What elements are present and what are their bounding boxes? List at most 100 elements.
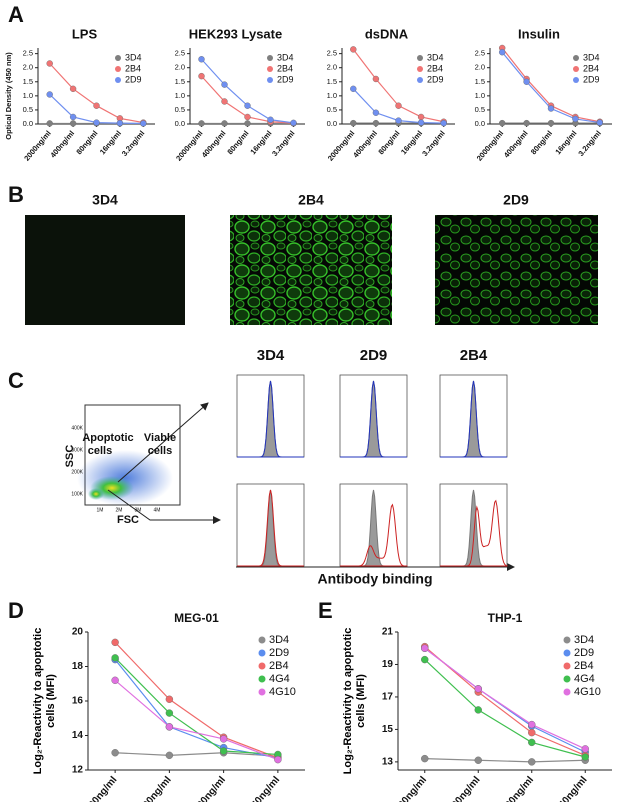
- histogram: [237, 380, 304, 458]
- panel-letter: E: [318, 598, 333, 623]
- data-point: [547, 119, 555, 127]
- legend-label: 2D9: [269, 647, 289, 659]
- legend-label: 4G10: [574, 686, 601, 698]
- series-line: [115, 752, 278, 757]
- data-point: [244, 102, 251, 109]
- y-tick-label: 2.0: [327, 63, 337, 72]
- data-point: [111, 654, 119, 662]
- annotation: cells: [148, 445, 172, 457]
- series-line: [114, 679, 279, 761]
- y-tick-label: 12: [72, 765, 84, 776]
- y-tick-label: 20: [72, 627, 84, 638]
- legend-marker: [267, 66, 273, 72]
- data-point: [440, 119, 447, 127]
- y-tick-label: 0.5: [475, 105, 485, 114]
- data-point: [523, 119, 530, 127]
- data-point: [69, 120, 77, 127]
- x-tick-label: 200ng/ml: [192, 774, 228, 802]
- panel-letter: D: [8, 598, 24, 623]
- legend-marker: [258, 662, 266, 670]
- data-point: [198, 72, 205, 80]
- data-point: [547, 105, 555, 112]
- series-line: [424, 758, 586, 763]
- panel-letter: C: [8, 368, 24, 393]
- x-tick-label: 200ng/ml: [500, 774, 536, 802]
- data-point: [350, 85, 357, 93]
- y-tick-label: 2.0: [475, 63, 485, 72]
- data-point: [372, 119, 380, 127]
- legend-marker: [417, 55, 423, 61]
- data-point: [596, 119, 603, 126]
- data-point: [350, 46, 357, 53]
- data-point: [572, 115, 579, 123]
- data-point: [417, 119, 425, 126]
- data-point: [499, 119, 506, 127]
- x-tick-label: 2000ng/ml: [22, 129, 52, 163]
- x-tick-label: 3.2ng/ml: [270, 129, 296, 158]
- data-point: [244, 113, 251, 121]
- data-point: [219, 735, 228, 743]
- annotation: Apoptotic: [82, 432, 133, 444]
- y-tick-label: 17: [382, 692, 394, 703]
- data-point: [111, 749, 119, 757]
- y-tick-label: 100K: [71, 491, 83, 497]
- legend-marker: [573, 77, 579, 83]
- image-label: 2B4: [298, 192, 324, 208]
- data-point: [221, 98, 228, 105]
- data-point: [69, 85, 77, 93]
- y-tick-label: 1.5: [327, 77, 337, 86]
- x-tick-label: 1000ng/ml: [443, 774, 483, 802]
- legend-marker: [267, 55, 273, 61]
- data-point: [421, 644, 429, 652]
- x-tick-label: 5000ng/ml: [389, 774, 429, 802]
- y-tick-label: 1.0: [327, 91, 337, 100]
- y-tick-label: 19: [382, 659, 394, 670]
- data-point: [581, 745, 589, 753]
- data-point: [395, 102, 402, 109]
- micrograph: [435, 215, 598, 325]
- data-point: [198, 120, 205, 127]
- y-tick-label: 1.0: [175, 91, 185, 100]
- data-point: [221, 120, 228, 127]
- data-point: [267, 116, 274, 123]
- y-axis-title: Log₂-Reactivity to apoptotic cells (MFI): [342, 627, 367, 775]
- series-line: [424, 646, 586, 756]
- y-axis-title: Optical Density (450 nm): [4, 52, 13, 140]
- series-line: [114, 641, 279, 759]
- annotation: Viable: [144, 432, 176, 444]
- x-tick-label: 400ng/ml: [351, 129, 379, 160]
- histogram: [237, 489, 304, 567]
- x-tick-label: 4M: [154, 507, 161, 513]
- y-tick-label: 0.5: [23, 105, 33, 114]
- series-line: [49, 94, 144, 125]
- micrograph: [230, 215, 392, 325]
- y-axis-title: Log₂-Reactivity to apoptotic cells (MFI): [32, 627, 57, 775]
- data-point: [165, 695, 174, 703]
- legend-marker: [258, 636, 266, 644]
- data-point: [140, 120, 147, 127]
- data-point: [350, 119, 357, 127]
- legend-marker: [573, 55, 579, 61]
- data-point: [69, 113, 77, 121]
- legend-label: 3D4: [277, 52, 294, 62]
- y-tick-label: 1.0: [23, 91, 33, 100]
- series-line: [114, 659, 278, 759]
- y-tick-label: 300K: [71, 447, 83, 453]
- legend-label: 4G10: [269, 686, 296, 698]
- data-point: [165, 723, 174, 731]
- data-point: [528, 738, 536, 747]
- data-point: [528, 720, 536, 729]
- data-point: [93, 119, 100, 126]
- x-tick-label: 1000ng/ml: [134, 774, 174, 802]
- x-axis-title: FSC: [117, 514, 139, 526]
- x-tick-label: 2000ng/ml: [174, 129, 204, 163]
- x-tick-label: 400ng/ml: [502, 129, 530, 160]
- y-tick-label: 200K: [71, 469, 83, 475]
- legend-label: 2D9: [125, 74, 142, 84]
- y-tick-label: 14: [72, 730, 84, 741]
- chart-title: Insulin: [518, 26, 560, 41]
- x-tick-label: 80ng/ml: [529, 129, 554, 156]
- y-tick-label: 2.5: [327, 49, 337, 58]
- legend-marker: [417, 66, 423, 72]
